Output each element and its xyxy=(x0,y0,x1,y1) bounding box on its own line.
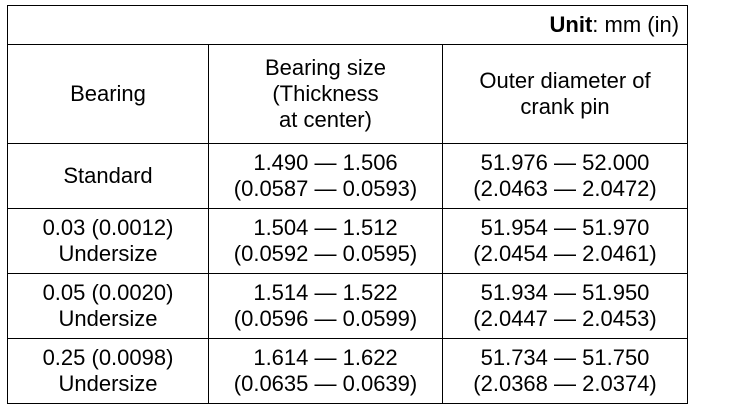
header-line: at center) xyxy=(279,106,372,132)
crank-pin-in: (2.0454 — 2.0461) xyxy=(473,241,657,266)
thickness-in: (0.0635 — 0.0639) xyxy=(233,371,418,396)
crank-pin-cell: 51.734 — 51.750 (2.0368 — 2.0374) xyxy=(441,338,689,404)
bearing-cell: 0.03 (0.0012) Undersize xyxy=(7,208,209,274)
unit-row: Unit: mm (in) xyxy=(6,5,689,45)
header-bearing: Bearing xyxy=(7,44,209,144)
bearing-line: Undersize xyxy=(58,306,158,331)
bearing-line: 0.05 (0.0020) xyxy=(42,280,174,306)
table-row: 0.03 (0.0012) Undersize 1.504 — 1.512 (0… xyxy=(7,208,689,274)
thickness-cell: 1.614 — 1.622 (0.0635 — 0.0639) xyxy=(208,338,443,404)
bearing-cell: Standard xyxy=(7,143,209,209)
bearing-line: Undersize xyxy=(58,241,158,266)
unit-cell: Unit: mm (in) xyxy=(6,5,689,45)
bearing-line: 0.25 (0.0098) xyxy=(42,345,174,371)
unit-label: Unit xyxy=(549,12,593,38)
thickness-cell: 1.504 — 1.512 (0.0592 — 0.0595) xyxy=(208,208,443,274)
thickness-mm: 1.614 — 1.622 xyxy=(253,345,398,371)
header-line: Outer diameter of xyxy=(479,68,651,94)
table-row: 0.25 (0.0098) Undersize 1.614 — 1.622 (0… xyxy=(7,338,689,404)
header-crank-pin: Outer diameter of crank pin xyxy=(441,44,689,144)
header-line: (Thickness xyxy=(272,81,379,107)
table-row: 0.05 (0.0020) Undersize 1.514 — 1.522 (0… xyxy=(7,273,689,339)
thickness-in: (0.0596 — 0.0599) xyxy=(233,306,418,331)
header-line: crank pin xyxy=(520,94,610,119)
crank-pin-cell: 51.954 — 51.970 (2.0454 — 2.0461) xyxy=(441,208,689,274)
thickness-mm: 1.514 — 1.522 xyxy=(253,280,398,306)
header-bearing-size: Bearing size (Thickness at center) xyxy=(208,44,443,144)
header-line: Bearing xyxy=(70,81,146,107)
table-row: Standard 1.490 — 1.506 (0.0587 — 0.0593)… xyxy=(7,143,689,209)
crank-pin-in: (2.0447 — 2.0453) xyxy=(473,306,657,331)
crank-pin-mm: 51.934 — 51.950 xyxy=(480,280,650,306)
bearing-line: Standard xyxy=(63,163,153,189)
crank-pin-in: (2.0368 — 2.0374) xyxy=(473,371,657,396)
bearing-line: 0.03 (0.0012) xyxy=(42,215,174,241)
bearing-line: Undersize xyxy=(58,371,158,396)
bearing-spec-table: Unit: mm (in) Bearing Bearing size (Thic… xyxy=(6,5,689,404)
thickness-in: (0.0587 — 0.0593) xyxy=(233,176,418,201)
thickness-in: (0.0592 — 0.0595) xyxy=(233,241,418,266)
crank-pin-mm: 51.954 — 51.970 xyxy=(480,215,650,241)
unit-value: : mm (in) xyxy=(592,12,680,38)
crank-pin-cell: 51.976 — 52.000 (2.0463 — 2.0472) xyxy=(441,143,689,209)
header-line: Bearing size xyxy=(264,55,387,81)
thickness-mm: 1.490 — 1.506 xyxy=(253,150,398,176)
crank-pin-mm: 51.734 — 51.750 xyxy=(480,345,650,371)
bearing-cell: 0.25 (0.0098) Undersize xyxy=(7,338,209,404)
crank-pin-in: (2.0463 — 2.0472) xyxy=(473,176,657,201)
thickness-mm: 1.504 — 1.512 xyxy=(253,215,398,241)
crank-pin-cell: 51.934 — 51.950 (2.0447 — 2.0453) xyxy=(441,273,689,339)
header-row: Bearing Bearing size (Thickness at cente… xyxy=(7,44,689,144)
thickness-cell: 1.514 — 1.522 (0.0596 — 0.0599) xyxy=(208,273,443,339)
crank-pin-mm: 51.976 — 52.000 xyxy=(480,150,650,176)
bearing-cell: 0.05 (0.0020) Undersize xyxy=(7,273,209,339)
thickness-cell: 1.490 — 1.506 (0.0587 — 0.0593) xyxy=(208,143,443,209)
